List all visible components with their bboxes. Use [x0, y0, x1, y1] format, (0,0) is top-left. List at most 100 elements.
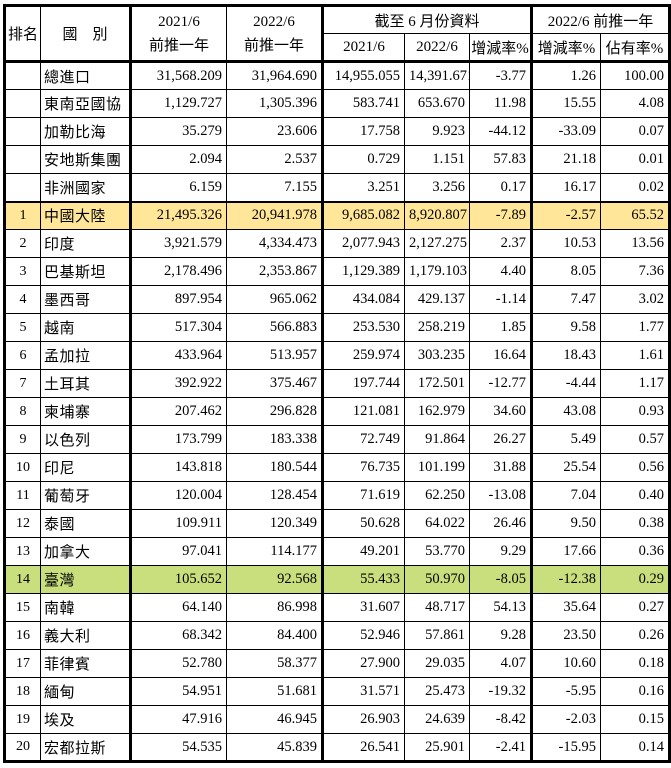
cell-country: 東南亞國協 [40, 89, 132, 118]
cell-june2022: 653.670 [404, 89, 470, 118]
cell-prev2022: 513.957 [226, 341, 324, 370]
cell-rank [4, 60, 41, 90]
cell-rank: 6 [4, 341, 41, 370]
cell-june2021: 26.903 [322, 705, 405, 734]
cell-prev2022: 92.568 [226, 565, 324, 594]
cell-prev2022: 84.400 [226, 621, 324, 650]
cell-country: 孟加拉 [40, 341, 132, 370]
cell-prev2022: 296.828 [226, 397, 324, 426]
cell-country: 越南 [40, 313, 132, 342]
header-2021-prev-year-line2: 前推一年 [148, 37, 209, 54]
table-row: 加勒比海 35.279 23.606 17.758 9.923 -44.12 -33.09 0… [4, 117, 671, 146]
cell-share: 65.52 [599, 200, 671, 230]
cell-prev2022: 965.062 [226, 285, 324, 314]
cell-change-june: -8.42 [469, 705, 533, 734]
cell-change-prev: -5.95 [531, 677, 601, 706]
cell-june2022: 48.717 [404, 593, 470, 622]
cell-country: 葡萄牙 [40, 481, 132, 510]
cell-june2022: 24.639 [404, 705, 470, 734]
cell-share: 0.57 [599, 425, 671, 454]
cell-change-june: 26.46 [469, 509, 533, 538]
cell-june2021: 121.081 [322, 397, 405, 426]
table-row: 8 柬埔寨 207.462 296.828 121.081 162.979 34.60 43.… [4, 397, 671, 426]
cell-share: 0.56 [599, 453, 671, 482]
cell-june2021: 31.607 [322, 593, 405, 622]
cell-june2022: 25.473 [404, 677, 470, 706]
cell-prev2022: 1,305.396 [226, 89, 324, 118]
cell-country: 宏都拉斯 [40, 733, 132, 762]
header-sub-share-rate: 佔有率% [599, 33, 671, 62]
cell-prev2021: 54.535 [130, 733, 227, 762]
cell-change-prev: 5.49 [531, 425, 601, 454]
cell-prev2021: 105.652 [130, 565, 227, 594]
header-rank: 排名 [4, 5, 41, 62]
cell-june2021: 49.201 [322, 537, 405, 566]
cell-rank: 8 [4, 397, 41, 426]
cell-june2021: 259.974 [322, 341, 405, 370]
cell-change-prev: -12.38 [531, 565, 601, 594]
cell-change-june: -13.08 [469, 481, 533, 510]
cell-prev2022: 58.377 [226, 649, 324, 678]
table-row: 14 臺灣 105.652 92.568 55.433 50.970 -8.05 -12.38… [4, 565, 671, 594]
cell-change-june: 9.29 [469, 537, 533, 566]
cell-change-prev: -2.03 [531, 705, 601, 734]
cell-change-june: 1.85 [469, 313, 533, 342]
cell-prev2022: 4,334.473 [226, 229, 324, 258]
cell-change-june: -8.05 [469, 565, 533, 594]
cell-june2021: 0.729 [322, 145, 405, 174]
cell-change-prev: -15.95 [531, 733, 601, 762]
cell-rank: 4 [4, 285, 41, 314]
cell-rank: 3 [4, 257, 41, 286]
cell-prev2022: 120.349 [226, 509, 324, 538]
cell-rank: 18 [4, 677, 41, 706]
cell-prev2021: 2,178.496 [130, 257, 227, 286]
cell-share: 0.07 [599, 117, 671, 146]
cell-june2021: 17.758 [322, 117, 405, 146]
cell-june2021: 71.619 [322, 481, 405, 510]
cell-june2021: 9,685.082 [322, 200, 405, 230]
cell-prev2022: 2.537 [226, 145, 324, 174]
cell-change-prev: 9.58 [531, 313, 601, 342]
cell-country: 柬埔寨 [40, 397, 132, 426]
cell-country: 菲律賓 [40, 649, 132, 678]
cell-prev2021: 47.916 [130, 705, 227, 734]
cell-change-prev: 7.04 [531, 481, 601, 510]
cell-change-prev: 1.26 [531, 60, 601, 90]
cell-country: 加勒比海 [40, 117, 132, 146]
cell-change-june: 11.98 [469, 89, 533, 118]
cell-prev2021: 517.304 [130, 313, 227, 342]
cell-change-june: -44.12 [469, 117, 533, 146]
cell-share: 0.40 [599, 481, 671, 510]
cell-rank: 2 [4, 229, 41, 258]
cell-share: 0.14 [599, 733, 671, 762]
cell-change-june: -12.77 [469, 369, 533, 398]
cell-country: 土耳其 [40, 369, 132, 398]
import-statistics-table: 排名 國 別 2021/6 前推一年 2022/6 前推一年 截至 6 月份資料… [3, 4, 671, 763]
cell-prev2021: 6.159 [130, 173, 227, 202]
cell-prev2022: 375.467 [226, 369, 324, 398]
table-row: 9 以色列 173.799 183.338 72.749 91.864 26.27 5.49 0… [4, 425, 671, 454]
cell-prev2021: 97.041 [130, 537, 227, 566]
table-row: 18 緬甸 54.951 51.681 31.571 25.473 -19.32 -5.95 0… [4, 677, 671, 706]
cell-country: 加拿大 [40, 537, 132, 566]
cell-share: 1.61 [599, 341, 671, 370]
cell-june2021: 2,077.943 [322, 229, 405, 258]
cell-change-june: 16.64 [469, 341, 533, 370]
cell-june2021: 76.735 [322, 453, 405, 482]
cell-change-prev: 43.08 [531, 397, 601, 426]
cell-rank [4, 89, 41, 118]
cell-june2021: 197.744 [322, 369, 405, 398]
cell-change-june: 2.37 [469, 229, 533, 258]
cell-rank [4, 117, 41, 146]
cell-june2021: 434.084 [322, 285, 405, 314]
cell-share: 0.02 [599, 173, 671, 202]
cell-prev2021: 173.799 [130, 425, 227, 454]
cell-country: 埃及 [40, 705, 132, 734]
cell-prev2022: 114.177 [226, 537, 324, 566]
cell-june2022: 162.979 [404, 397, 470, 426]
cell-change-june: 34.60 [469, 397, 533, 426]
cell-june2022: 62.250 [404, 481, 470, 510]
cell-share: 0.26 [599, 621, 671, 650]
cell-country: 非洲國家 [40, 173, 132, 202]
